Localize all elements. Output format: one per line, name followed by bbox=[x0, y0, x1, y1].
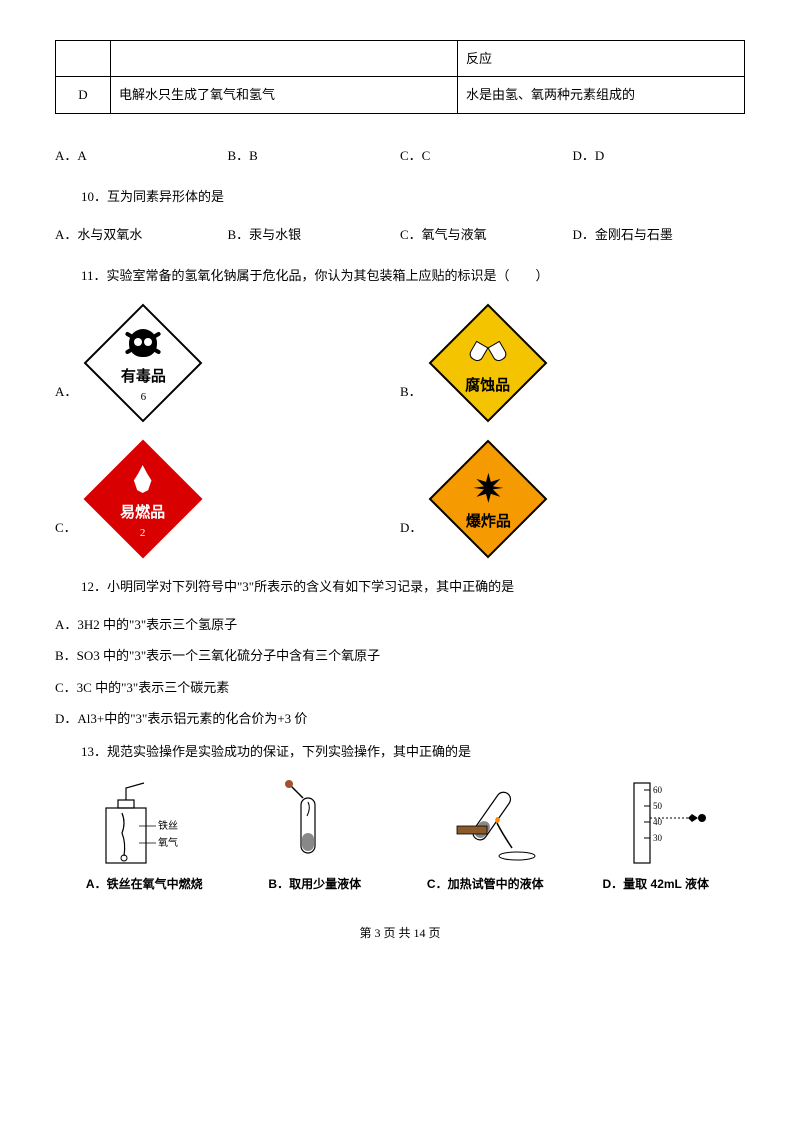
q12-a: A．3H2 中的"3"表示三个氢原子 bbox=[55, 613, 745, 636]
hazard-toxic-icon: 有毒品 6 bbox=[83, 303, 203, 423]
option-c: C．氧气与液氧 bbox=[400, 223, 573, 246]
exp-c-icon bbox=[413, 778, 560, 868]
hazard-label: 有毒品 bbox=[121, 363, 166, 390]
q12-b: B．SO3 中的"3"表示一个三氧化硫分子中含有三个氧原子 bbox=[55, 644, 745, 667]
table-partial: 反应 D 电解水只生成了氧气和氢气 水是由氢、氧两种元素组成的 bbox=[55, 40, 745, 114]
cell: 水是由氢、氧两种元素组成的 bbox=[458, 77, 745, 113]
hazard-explosive-icon: 爆炸品 bbox=[428, 439, 548, 559]
option-b: B．汞与水银 bbox=[228, 223, 401, 246]
q11-stem: 11．实验室常备的氢氧化钠属于危化品，你认为其包装箱上应贴的标识是（ ） bbox=[55, 264, 745, 287]
options-row: A．A B．B C．C D．D bbox=[55, 144, 745, 167]
cell bbox=[56, 41, 111, 77]
page-footer: 第 3 页 共 14 页 bbox=[55, 923, 745, 945]
q13-stem: 13．规范实验操作是实验成功的保证，下列实验操作，其中正确的是 bbox=[55, 740, 745, 763]
hazard-label: 腐蚀品 bbox=[465, 372, 510, 399]
exp-d-icon: 60 50 40 30 bbox=[588, 778, 735, 868]
grad-30: 30 bbox=[653, 833, 663, 843]
cap-b: B．取用少量液体 bbox=[230, 874, 401, 896]
exp-b-icon bbox=[239, 778, 386, 868]
option-b: B．B bbox=[228, 144, 401, 167]
table-row: D 电解水只生成了氧气和氢气 水是由氢、氧两种元素组成的 bbox=[56, 77, 745, 113]
option-a: A．水与双氧水 bbox=[55, 223, 228, 246]
option-d-label: D． bbox=[400, 516, 422, 559]
hazard-flammable-icon: 易燃品 2 bbox=[83, 439, 203, 559]
cap-c: C．加热试管中的液体 bbox=[400, 874, 571, 896]
table-row: 反应 bbox=[56, 41, 745, 77]
option-a: A．A bbox=[55, 144, 228, 167]
hazard-label: 爆炸品 bbox=[466, 508, 511, 535]
q12-c: C．3C 中的"3"表示三个碳元素 bbox=[55, 676, 745, 699]
cap-d: D．量取 42mL 液体 bbox=[571, 874, 742, 896]
option-d: D．D bbox=[573, 144, 746, 167]
q13-figures: 铁丝 氧气 60 50 bbox=[55, 778, 745, 868]
cell: D bbox=[56, 77, 111, 113]
cap-a: A．铁丝在氧气中燃烧 bbox=[59, 874, 230, 896]
option-c-label: C． bbox=[55, 516, 77, 559]
hazard-sub: 2 bbox=[140, 524, 146, 544]
hazard-corrosive-icon: 腐蚀品 bbox=[428, 303, 548, 423]
cell: 反应 bbox=[458, 41, 745, 77]
q12-d: D．Al3+中的"3"表示铝元素的化合价为+3 价 bbox=[55, 707, 745, 730]
q13-captions: A．铁丝在氧气中燃烧 B．取用少量液体 C．加热试管中的液体 D．量取 42mL… bbox=[55, 874, 745, 896]
grad-60: 60 bbox=[653, 785, 663, 795]
option-a-label: A． bbox=[55, 380, 77, 423]
cell bbox=[111, 41, 458, 77]
hazard-label: 易燃品 bbox=[120, 499, 165, 526]
q11-row2: C． 易燃品 2 D． 爆炸品 bbox=[55, 439, 745, 559]
q11-row1: A． 有毒品 6 B． 腐蚀品 bbox=[55, 303, 745, 423]
option-b-label: B． bbox=[400, 380, 422, 423]
label-oxygen: 氧气 bbox=[158, 836, 178, 849]
option-c: C．C bbox=[400, 144, 573, 167]
q10-stem: 10．互为同素异形体的是 bbox=[55, 185, 745, 208]
grad-50: 50 bbox=[653, 801, 663, 811]
hazard-sub: 6 bbox=[141, 388, 147, 408]
label-iron: 铁丝 bbox=[158, 819, 178, 832]
cell: 电解水只生成了氧气和氢气 bbox=[111, 77, 458, 113]
q12-stem: 12．小明同学对下列符号中"3"所表示的含义有如下学习记录，其中正确的是 bbox=[55, 575, 745, 598]
exp-a-icon: 铁丝 氧气 bbox=[65, 778, 212, 868]
q10-options: A．水与双氧水 B．汞与水银 C．氧气与液氧 D．金刚石与石墨 bbox=[55, 223, 745, 246]
option-d: D．金刚石与石墨 bbox=[573, 223, 746, 246]
